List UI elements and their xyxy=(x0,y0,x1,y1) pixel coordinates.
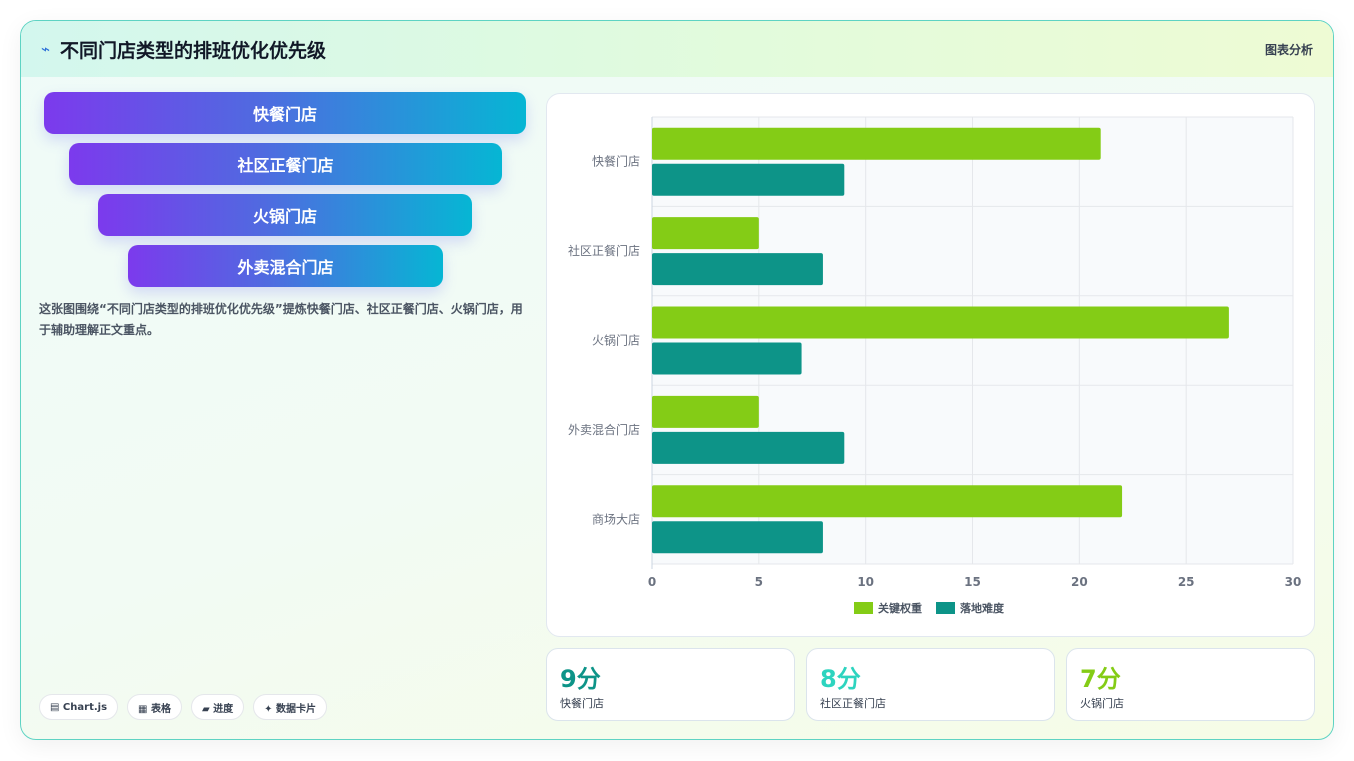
bar-weight xyxy=(652,395,759,428)
bar-weight xyxy=(652,306,1229,339)
bar-weight xyxy=(652,127,1101,160)
bar-difficulty xyxy=(652,342,802,375)
stat-value-3: 7分 xyxy=(1080,665,1121,693)
y-tick-label: 社区正餐门店 xyxy=(568,243,640,258)
chip-chartjs[interactable]: ▤ Chart.js xyxy=(39,694,119,720)
bar-weight xyxy=(652,485,1123,518)
bar-weight xyxy=(652,217,759,250)
x-tick-label: 10 xyxy=(857,575,874,589)
stat-card-3: 7分 火锅门店 xyxy=(1066,648,1315,721)
stat-card-1: 9分 快餐门店 xyxy=(546,648,795,721)
y-tick-label: 商场大店 xyxy=(592,511,640,526)
y-tick-label: 火锅门店 xyxy=(592,333,640,348)
y-tick-label: 快餐门店 xyxy=(592,154,640,169)
x-tick-label: 25 xyxy=(1178,575,1195,589)
chip-progress[interactable]: ▰ 进度 xyxy=(190,694,245,720)
legend-label: 落地难度 xyxy=(960,601,1005,615)
y-tick-label: 外卖混合门店 xyxy=(568,422,640,437)
pyramid-level-3: 火锅门店 xyxy=(98,194,472,236)
pyramid-level-4: 外卖混合门店 xyxy=(128,245,443,287)
stat-label-2: 社区正餐门店 xyxy=(820,697,886,710)
bar-difficulty xyxy=(652,163,845,196)
bar-chart: 0 5 10 15 20 25 30 快餐门店社区正餐门店火锅门店外卖混合门店商场大店关键权重… xyxy=(568,116,1302,615)
x-tick-label: 5 xyxy=(755,575,763,589)
x-tick-label: 30 xyxy=(1285,575,1302,589)
lightning-icon: ⌁ xyxy=(41,40,51,58)
chip-data-card[interactable]: ✦ 数据卡片 xyxy=(253,694,328,720)
page-title: 不同门店类型的排班优化优先级 xyxy=(60,39,327,62)
chip-row: ▤ Chart.js ▦ 表格 ▰ 进度 ✦ 数据卡片 xyxy=(39,694,328,720)
chart-description: 这张图围绕“不同门店类型的排班优化优先级”提炼快餐门店、社区正餐门店、火锅门店，… xyxy=(39,302,523,337)
bar-difficulty xyxy=(652,431,845,464)
pyramid-level-2: 社区正餐门店 xyxy=(69,143,502,185)
legend-swatch xyxy=(854,602,873,614)
header-tag: 图表分析 xyxy=(1264,42,1313,57)
chip-table[interactable]: ▦ 表格 xyxy=(127,694,182,720)
main-card: ⌁ 不同门店类型的排班优化优先级 图表分析 快餐门店 社区正餐门店 火锅门店 外… xyxy=(20,20,1334,740)
stat-value-1: 9分 xyxy=(560,665,601,693)
x-tick-label: 20 xyxy=(1071,575,1088,589)
stat-value-2: 8分 xyxy=(820,665,861,693)
stat-card-2: 8分 社区正餐门店 xyxy=(806,648,1055,721)
legend-label: 关键权重 xyxy=(878,601,922,615)
x-tick-label: 15 xyxy=(964,575,981,589)
chart-panel: 0 5 10 15 20 25 30 快餐门店社区正餐门店火锅门店外卖混合门店商场大店关键权重… xyxy=(546,93,1315,637)
header: ⌁ 不同门店类型的排班优化优先级 图表分析 xyxy=(21,21,1333,77)
bar-difficulty xyxy=(652,521,823,554)
legend-swatch xyxy=(936,602,955,614)
stat-label-1: 快餐门店 xyxy=(560,697,604,710)
bar-difficulty xyxy=(652,253,823,286)
stat-label-3: 火锅门店 xyxy=(1080,697,1124,710)
pyramid-level-1: 快餐门店 xyxy=(44,92,526,134)
x-tick-label: 0 xyxy=(648,575,656,589)
